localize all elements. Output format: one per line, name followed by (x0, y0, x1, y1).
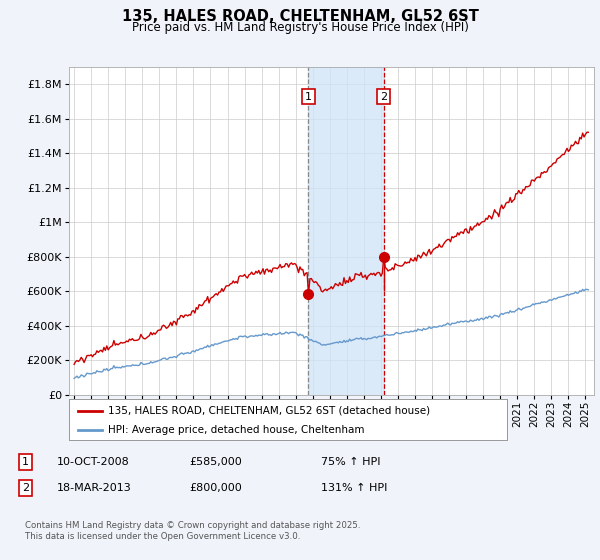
Text: 135, HALES ROAD, CHELTENHAM, GL52 6ST: 135, HALES ROAD, CHELTENHAM, GL52 6ST (122, 9, 478, 24)
Text: HPI: Average price, detached house, Cheltenham: HPI: Average price, detached house, Chel… (109, 424, 365, 435)
Text: 10-OCT-2008: 10-OCT-2008 (57, 457, 130, 467)
Text: 131% ↑ HPI: 131% ↑ HPI (321, 483, 388, 493)
Text: 18-MAR-2013: 18-MAR-2013 (57, 483, 132, 493)
Text: 2: 2 (380, 92, 388, 102)
Text: 2: 2 (22, 483, 29, 493)
Text: 1: 1 (22, 457, 29, 467)
Text: 1: 1 (305, 92, 312, 102)
Text: £585,000: £585,000 (189, 457, 242, 467)
Text: 135, HALES ROAD, CHELTENHAM, GL52 6ST (detached house): 135, HALES ROAD, CHELTENHAM, GL52 6ST (d… (109, 405, 431, 416)
Text: Contains HM Land Registry data © Crown copyright and database right 2025.
This d: Contains HM Land Registry data © Crown c… (25, 521, 361, 540)
Text: 75% ↑ HPI: 75% ↑ HPI (321, 457, 380, 467)
Bar (308, 67, 384, 395)
Text: £800,000: £800,000 (189, 483, 242, 493)
Text: Price paid vs. HM Land Registry's House Price Index (HPI): Price paid vs. HM Land Registry's House … (131, 21, 469, 34)
